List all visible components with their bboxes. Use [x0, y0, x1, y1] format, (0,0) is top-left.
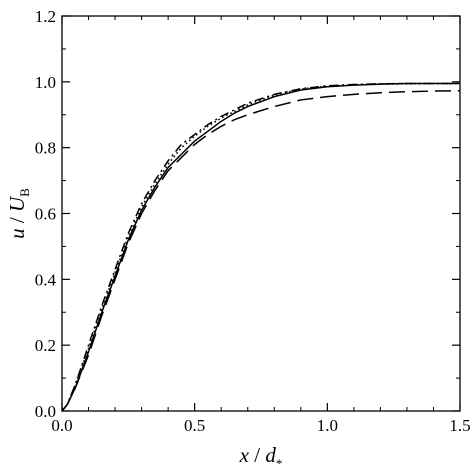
x-tick-label: 0.5	[184, 416, 205, 435]
y-axis-label-den: U	[5, 195, 29, 212]
y-tick-label: 1.2	[35, 7, 56, 26]
y-tick-label: 0.0	[35, 402, 56, 421]
x-tick-label: 0.0	[51, 416, 72, 435]
x-axis-label-sep: /	[249, 443, 265, 467]
axis-tick-labels: 0.0 0.5 1.0 1.5 0.0 0.2 0.4 0.6 0.8 1.0 1.2	[35, 7, 471, 435]
series-line-dotted	[61, 82, 460, 412]
y-axis-label-sep: /	[5, 212, 29, 228]
series-line-solid	[61, 82, 460, 412]
x-tick-label: 1.5	[449, 416, 470, 435]
y-axis-label-sub: B	[17, 188, 32, 197]
plot-frame	[61, 15, 461, 412]
x-axis-label-den: d	[265, 443, 276, 467]
y-tick-label: 0.8	[35, 139, 56, 158]
y-tick-label: 0.4	[35, 270, 57, 289]
axis-ticks	[61, 15, 461, 412]
series-line-dashed	[61, 89, 461, 412]
x-axis-label-sub: *	[276, 456, 283, 471]
x-tick-label: 1.0	[317, 416, 338, 435]
y-tick-label: 1.0	[35, 73, 56, 92]
series-line-dash-dot	[61, 82, 460, 412]
y-tick-label: 0.6	[35, 205, 56, 224]
x-axis-label-var: x	[239, 443, 250, 467]
y-axis-label: u / UB	[5, 188, 32, 239]
y-axis-label-var: u	[5, 228, 29, 239]
data-series	[61, 82, 461, 412]
x-axis-label: x / d*	[239, 443, 283, 471]
y-tick-label: 0.2	[35, 336, 56, 355]
